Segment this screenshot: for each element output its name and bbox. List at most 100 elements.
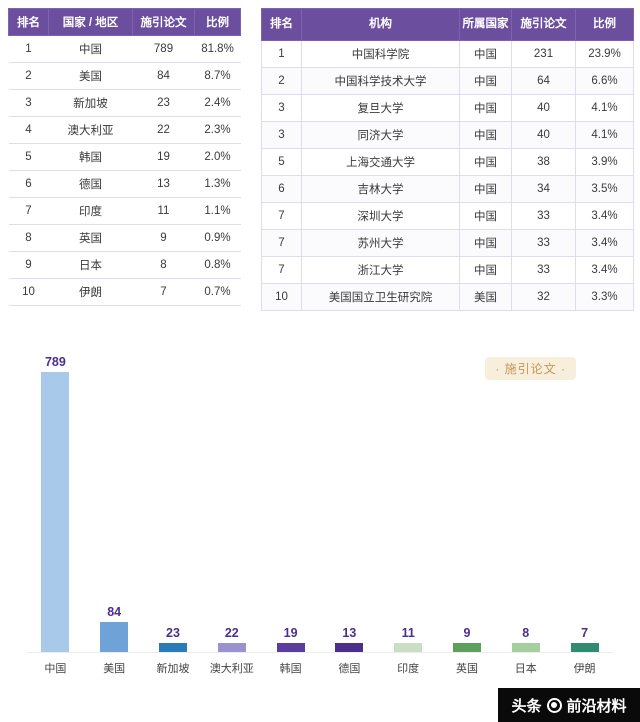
x-axis-label: 伊朗 (573, 663, 596, 675)
bar-column: 789 (26, 355, 85, 652)
table-cell: 3.3% (575, 283, 634, 311)
table-row: 2 中国科学技术大学 中国 64 6.6% (261, 67, 634, 95)
table-cell: 33 (511, 202, 576, 230)
table-cell: 2.0% (194, 143, 241, 171)
toutiao-logo-icon (546, 697, 562, 713)
table-cell: 浙江大学 (301, 256, 460, 284)
column-header: 排名 (8, 8, 49, 36)
bar-value-label: 19 (283, 626, 298, 640)
column-header: 施引论文 (132, 8, 195, 36)
table-cell: 231 (511, 40, 576, 68)
table-cell: 33 (511, 229, 576, 257)
table-cell: 英国 (48, 224, 133, 252)
table-cell: 1 (261, 40, 302, 68)
x-axis-label: 韩国 (279, 663, 302, 675)
table-cell: 中国 (459, 94, 512, 122)
table-cell: 3.4% (575, 202, 634, 230)
table-cell: 中国 (459, 121, 512, 149)
table-cell: 中国科学技术大学 (301, 67, 460, 95)
bar-column: 22 (202, 626, 261, 652)
bar-value-label: 23 (166, 626, 180, 640)
table-cell: 6.6% (575, 67, 634, 95)
table-cell: 吉林大学 (301, 175, 460, 203)
institution-table-header: 排名 机构 所属国家 施引论文 比例 (261, 8, 634, 41)
table-cell: 深圳大学 (301, 202, 460, 230)
x-axis-label: 德国 (338, 663, 361, 675)
column-header: 国家 / 地区 (48, 8, 133, 36)
table-row: 10 美国国立卫生研究院 美国 32 3.3% (261, 283, 634, 311)
table-cell: 伊朗 (48, 278, 133, 306)
table-cell: 3.4% (575, 256, 634, 284)
table-cell: 6 (8, 170, 49, 198)
table-cell: 中国 (459, 67, 512, 95)
bar-value-label: 84 (107, 605, 122, 619)
citing-papers-bar-chart: · 施引论文 · 789 84 23 22 19 13 11 9 8 7 中国 美国 新加坡 澳大利亚 韩… (0, 353, 640, 676)
table-cell: 2 (261, 67, 302, 95)
bar (335, 643, 364, 652)
table-cell: 0.8% (194, 251, 241, 279)
table-row: 6 吉林大学 中国 34 3.5% (261, 175, 634, 203)
country-table-header: 排名 国家 / 地区 施引论文 比例 (8, 8, 241, 36)
table-cell: 33 (511, 256, 576, 284)
table-cell: 3.5% (575, 175, 634, 203)
column-header: 施引论文 (511, 8, 576, 41)
bar (100, 622, 129, 652)
table-cell: 8.7% (194, 62, 241, 90)
table-cell: 韩国 (48, 143, 133, 171)
bar (276, 643, 305, 652)
table-cell: 7 (132, 278, 195, 306)
table-cell: 0.9% (194, 224, 241, 252)
bar-value-label: 11 (401, 626, 415, 640)
table-cell: 7 (261, 229, 302, 257)
institution-table-body: 1 中国科学院 中国 231 23.9% 2 中国科学技术大学 中国 64 6.6% 3 复旦大学 中国… (261, 40, 634, 311)
table-cell: 印度 (48, 197, 133, 225)
table-cell: 5 (8, 143, 49, 171)
column-header: 比例 (194, 8, 241, 36)
table-row: 7 苏州大学 中国 33 3.4% (261, 229, 634, 257)
x-axis-label: 日本 (514, 663, 537, 675)
bars-plot-area: 789 84 23 22 19 13 11 9 8 7 (26, 353, 614, 653)
header-row: 排名 国家 / 地区 施引论文 比例 (8, 8, 241, 36)
bar-column: 84 (85, 605, 144, 652)
institution-ranking-table: 排名 机构 所属国家 施引论文 比例 1 中国科学院 中国 231 23.9% 2 中国科学技术大学… (261, 8, 634, 311)
table-row: 1 中国 789 81.8% (8, 35, 241, 63)
bar-column: 9 (438, 626, 497, 652)
table-cell: 7 (261, 256, 302, 284)
bar-column: 23 (144, 626, 203, 652)
bar (158, 643, 187, 652)
table-cell: 新加坡 (48, 89, 133, 117)
table-row: 2 美国 84 8.7% (8, 62, 241, 90)
table-cell: 84 (132, 62, 195, 90)
table-cell: 4.1% (575, 94, 634, 122)
table-row: 7 印度 11 1.1% (8, 197, 241, 225)
column-header: 比例 (575, 8, 634, 41)
table-cell: 4 (8, 116, 49, 144)
bar (394, 643, 423, 652)
table-cell: 中国 (48, 35, 133, 63)
header-row: 排名 机构 所属国家 施引论文 比例 (261, 8, 634, 41)
bar (452, 643, 481, 652)
table-cell: 5 (261, 148, 302, 176)
table-cell: 64 (511, 67, 576, 95)
bar-value-label: 13 (342, 626, 357, 640)
table-cell: 中国 (459, 40, 512, 68)
table-cell: 23 (132, 89, 195, 117)
country-ranking-table: 排名 国家 / 地区 施引论文 比例 1 中国 789 81.8% 2 美国 84 8.7% 3 新加坡… (8, 8, 241, 306)
bar (41, 372, 70, 652)
table-row: 5 韩国 19 2.0% (8, 143, 241, 171)
table-cell: 3 (261, 121, 302, 149)
table-cell: 中国 (459, 175, 512, 203)
table-cell: 9 (8, 251, 49, 279)
table-cell: 8 (132, 251, 195, 279)
x-axis-label: 中国 (44, 663, 67, 675)
bar-value-label: 9 (463, 626, 471, 640)
table-cell: 32 (511, 283, 576, 311)
table-row: 3 新加坡 23 2.4% (8, 89, 241, 117)
table-row: 3 复旦大学 中国 40 4.1% (261, 94, 634, 122)
table-cell: 11 (132, 197, 195, 225)
chart-legend-badge: · 施引论文 · (485, 357, 576, 380)
table-cell: 19 (132, 143, 195, 171)
x-axis-label: 英国 (455, 663, 478, 675)
table-row: 4 澳大利亚 22 2.3% (8, 116, 241, 144)
table-cell: 美国国立卫生研究院 (301, 283, 460, 311)
